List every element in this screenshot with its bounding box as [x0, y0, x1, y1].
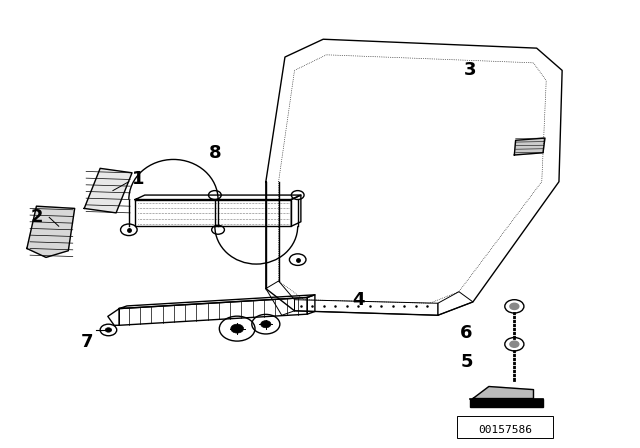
Text: 2: 2 [30, 208, 43, 226]
Text: 8: 8 [209, 144, 221, 162]
Circle shape [510, 341, 519, 347]
Circle shape [231, 324, 244, 333]
Text: 3: 3 [463, 61, 476, 79]
Text: 6: 6 [460, 324, 473, 342]
Circle shape [260, 321, 271, 328]
Text: 7: 7 [81, 333, 93, 351]
Polygon shape [473, 387, 534, 399]
Polygon shape [515, 138, 545, 155]
FancyBboxPatch shape [470, 399, 543, 406]
Text: 00157586: 00157586 [478, 426, 532, 435]
Text: 5: 5 [460, 353, 473, 371]
Text: 1: 1 [132, 171, 145, 189]
Polygon shape [84, 168, 132, 213]
Text: 4: 4 [352, 291, 365, 309]
Circle shape [510, 303, 519, 310]
Polygon shape [27, 206, 75, 258]
Circle shape [105, 328, 111, 332]
